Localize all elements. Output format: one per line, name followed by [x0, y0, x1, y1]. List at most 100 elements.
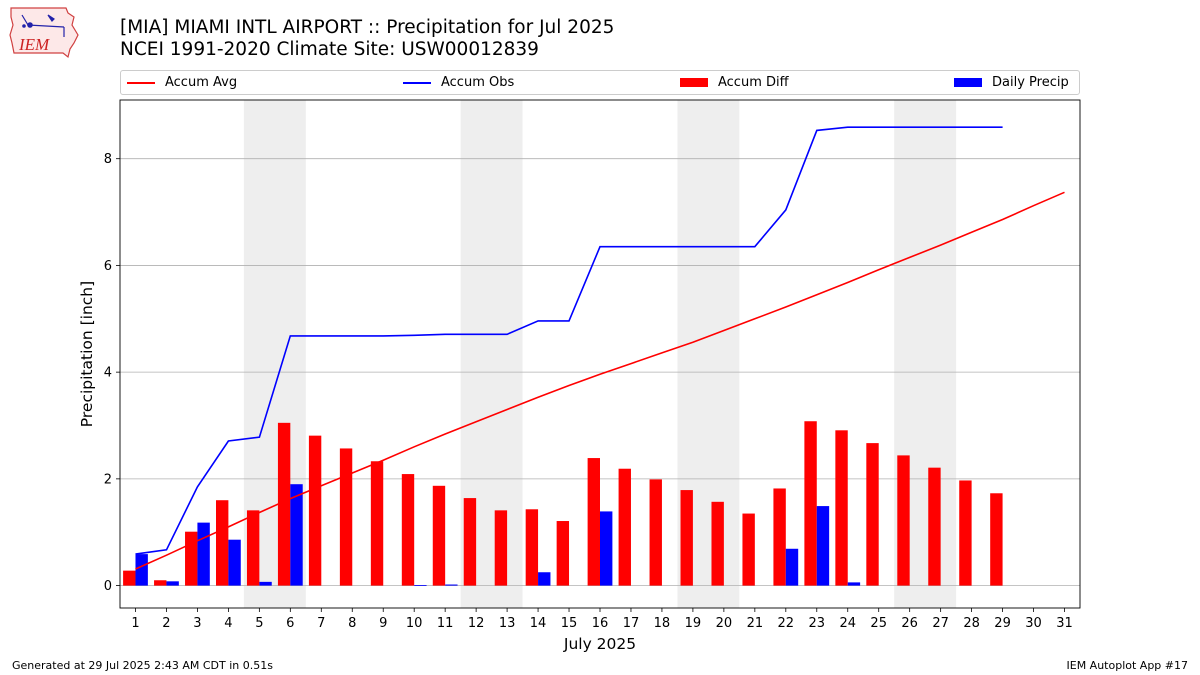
bar-accum-diff-6 — [277, 422, 291, 586]
y-tick-label-6: 6 — [104, 259, 112, 274]
x-tick-label-15: 15 — [561, 616, 578, 631]
bar-daily-precip-4 — [228, 539, 241, 586]
bar-accum-diff-18 — [649, 479, 662, 586]
x-tick-label-11: 11 — [437, 616, 454, 631]
x-tick-label-6: 6 — [286, 616, 294, 631]
bar-accum-diff-9 — [370, 461, 384, 586]
bar-accum-diff-24 — [835, 430, 848, 586]
x-tick-label-30: 30 — [1025, 616, 1042, 631]
bar-accum-diff-5 — [246, 510, 260, 586]
bar-daily-precip-5 — [259, 581, 272, 586]
legend-label-accum-obs: Accum Obs — [441, 75, 515, 90]
iowa-state-outline — [9, 7, 79, 59]
bar-accum-diff-23 — [804, 421, 817, 586]
logo-text: IEM — [18, 35, 50, 54]
legend-label-daily-precip: Daily Precip — [992, 75, 1069, 90]
x-tick-label-21: 21 — [747, 616, 764, 631]
x-tick-label-24: 24 — [839, 616, 856, 631]
x-tick-label-28: 28 — [963, 616, 980, 631]
legend: Accum Avg Accum Obs Accum Diff Daily Pre… — [120, 70, 1080, 95]
x-tick-label-10: 10 — [406, 616, 423, 631]
bar-accum-diff-17 — [618, 468, 631, 586]
x-tick-label-29: 29 — [994, 616, 1011, 631]
bar-accum-diff-1 — [123, 570, 136, 586]
bar-accum-diff-27 — [928, 467, 941, 586]
bar-daily-precip-1 — [135, 554, 148, 586]
bar-accum-diff-29 — [990, 493, 1003, 586]
legend-swatch-accum-obs — [403, 82, 431, 84]
bar-daily-precip-6 — [290, 484, 303, 586]
y-tick-label-2: 2 — [104, 472, 112, 487]
x-tick-label-19: 19 — [685, 616, 702, 631]
x-tick-label-14: 14 — [530, 616, 547, 631]
bar-accum-diff-11 — [432, 485, 446, 586]
x-tick-label-26: 26 — [901, 616, 918, 631]
y-tick-label-8: 8 — [104, 152, 112, 167]
x-axis-label: July 2025 — [563, 635, 636, 653]
bar-accum-diff-2 — [154, 580, 167, 586]
line-accum-obs — [135, 126, 1003, 555]
bar-daily-precip-24 — [847, 582, 861, 586]
x-tick-label-23: 23 — [809, 616, 826, 631]
bar-daily-precip-11 — [445, 584, 458, 586]
chart-title: [MIA] MIAMI INTL AIRPORT :: Precipitatio… — [120, 17, 615, 38]
y-tick-label-0: 0 — [104, 579, 112, 594]
x-tick-label-2: 2 — [162, 616, 170, 631]
bar-accum-diff-26 — [897, 455, 910, 586]
legend-swatch-daily-precip — [954, 78, 982, 87]
x-tick-label-1: 1 — [131, 616, 139, 631]
bar-accum-diff-10 — [401, 474, 415, 586]
x-tick-label-16: 16 — [592, 616, 609, 631]
x-tick-label-27: 27 — [932, 616, 949, 631]
bar-accum-diff-4 — [216, 500, 229, 586]
bar-accum-diff-8 — [339, 448, 353, 586]
bar-accum-diff-20 — [711, 501, 724, 586]
x-tick-label-9: 9 — [379, 616, 387, 631]
bar-daily-precip-23 — [816, 506, 830, 586]
x-tick-label-25: 25 — [870, 616, 887, 631]
bar-accum-diff-25 — [866, 443, 879, 586]
bar-accum-diff-7 — [308, 435, 322, 586]
y-tick-label-4: 4 — [104, 366, 112, 381]
bar-daily-precip-2 — [166, 581, 179, 586]
legend-label-accum-avg: Accum Avg — [165, 75, 238, 90]
autoplot-app-label: IEM Autoplot App #17 — [1066, 659, 1189, 672]
bar-daily-precip-22 — [785, 548, 799, 586]
x-tick-label-17: 17 — [623, 616, 640, 631]
bar-daily-precip-14 — [538, 572, 551, 586]
bar-daily-precip-10 — [414, 585, 427, 586]
legend-swatch-accum-diff — [680, 78, 708, 87]
x-tick-label-18: 18 — [654, 616, 671, 631]
x-tick-label-20: 20 — [716, 616, 733, 631]
bar-daily-precip-16 — [600, 511, 613, 586]
x-tick-label-4: 4 — [224, 616, 232, 631]
bar-accum-diff-19 — [680, 490, 693, 586]
x-tick-label-12: 12 — [468, 616, 485, 631]
bar-accum-diff-3 — [185, 531, 198, 586]
bar-accum-diff-21 — [742, 513, 755, 586]
line-accum-avg — [135, 191, 1065, 570]
legend-label-accum-diff: Accum Diff — [718, 75, 789, 90]
chart-subtitle: NCEI 1991-2020 Climate Site: USW00012839 — [120, 39, 539, 60]
x-tick-label-3: 3 — [193, 616, 201, 631]
x-tick-label-8: 8 — [348, 616, 356, 631]
legend-swatch-accum-avg — [127, 82, 155, 84]
generated-timestamp: Generated at 29 Jul 2025 2:43 AM CDT in … — [12, 659, 273, 672]
x-tick-label-31: 31 — [1056, 616, 1073, 631]
bar-accum-diff-16 — [587, 458, 600, 586]
y-axis-label: Precipitation [inch] — [78, 281, 96, 427]
x-tick-label-13: 13 — [499, 616, 516, 631]
x-tick-label-5: 5 — [255, 616, 263, 631]
x-tick-label-22: 22 — [778, 616, 795, 631]
bar-accum-diff-28 — [959, 480, 972, 586]
bar-accum-diff-22 — [773, 488, 786, 586]
bar-daily-precip-3 — [197, 522, 210, 586]
bar-accum-diff-15 — [556, 521, 570, 586]
weather-station-icon — [21, 14, 65, 37]
bar-accum-diff-13 — [494, 510, 508, 586]
x-tick-label-7: 7 — [317, 616, 325, 631]
bar-accum-diff-12 — [463, 498, 477, 586]
iem-logo: IEM — [9, 7, 79, 59]
bar-accum-diff-14 — [525, 509, 539, 586]
